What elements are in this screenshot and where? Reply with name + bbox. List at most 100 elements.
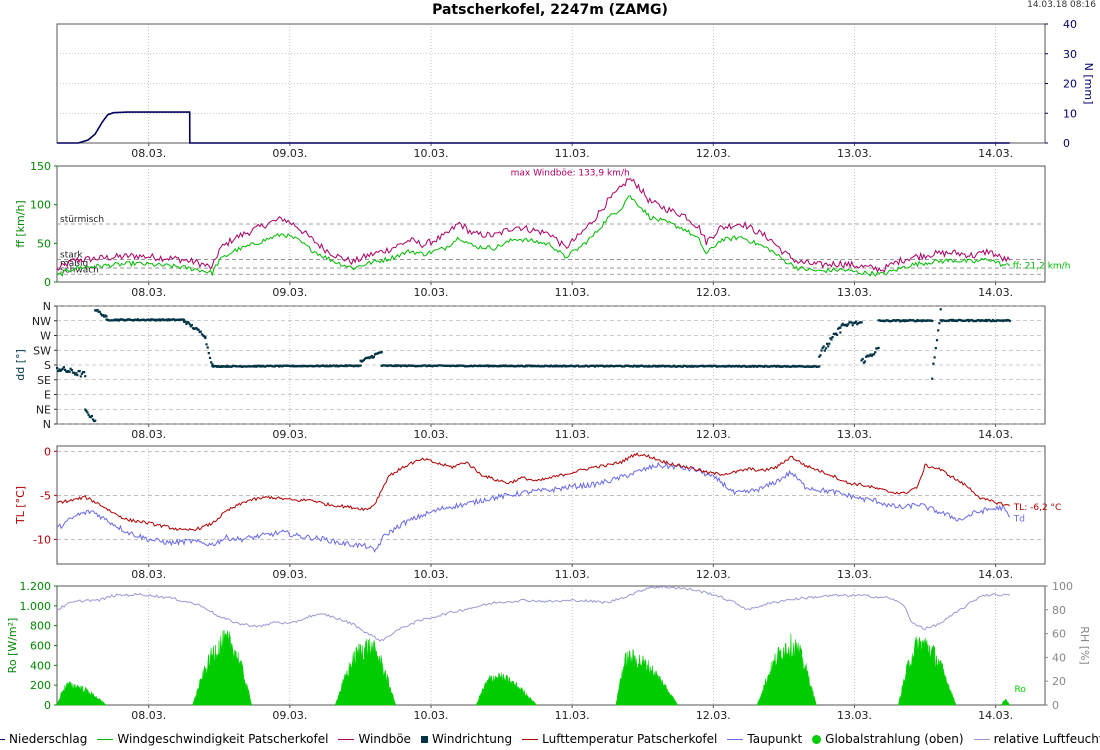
x-tick-label: 12.03. — [696, 286, 731, 299]
y-tick-label: S — [44, 359, 51, 372]
data-point — [787, 365, 790, 368]
y-tick-label: SE — [37, 374, 51, 387]
data-point — [756, 365, 759, 368]
data-point — [275, 364, 278, 367]
data-point — [90, 414, 93, 418]
data-point — [188, 323, 191, 326]
series-line-niederschlag — [57, 111, 1010, 144]
data-point — [931, 377, 934, 380]
data-point — [115, 319, 118, 322]
x-tick-label: 09.03. — [272, 147, 307, 160]
data-point — [567, 364, 570, 368]
data-point — [989, 320, 992, 323]
legend-item: Windböe — [338, 732, 411, 746]
data-point — [661, 364, 664, 367]
data-point — [242, 365, 246, 368]
data-point — [354, 364, 358, 368]
data-point — [166, 319, 169, 322]
data-point — [939, 319, 942, 322]
y-axis-label: N [mm] — [1082, 63, 1095, 105]
data-point — [830, 338, 833, 341]
y-tick-label: 10 — [1063, 107, 1077, 120]
y-tick-label: 1.000 — [20, 600, 52, 613]
data-point — [893, 319, 896, 322]
data-point — [882, 319, 885, 322]
data-point — [827, 345, 830, 348]
data-point — [61, 367, 64, 370]
data-point — [988, 318, 991, 321]
data-point — [385, 364, 388, 367]
y-tick-label: W — [40, 330, 51, 343]
data-point — [767, 365, 770, 368]
data-point — [782, 365, 785, 368]
data-point — [556, 365, 559, 368]
data-point — [689, 365, 692, 368]
data-point — [139, 319, 142, 322]
data-point — [536, 365, 539, 368]
data-point — [210, 361, 213, 364]
data-point — [290, 365, 293, 368]
data-point — [629, 365, 632, 368]
data-point — [189, 325, 192, 328]
data-point — [673, 365, 676, 368]
data-point — [724, 365, 727, 368]
data-point — [924, 319, 927, 322]
data-point — [333, 364, 336, 367]
radiation-day — [192, 630, 253, 706]
data-point — [902, 319, 905, 322]
data-point — [208, 356, 212, 359]
x-tick-label: 10.03. — [414, 428, 449, 441]
data-point — [574, 365, 577, 368]
data-point — [978, 319, 981, 322]
data-point — [84, 408, 87, 411]
data-point — [894, 319, 897, 323]
legend-item: relative Luftfeuchte — [973, 732, 1100, 746]
data-point — [125, 318, 128, 322]
data-point — [588, 365, 591, 368]
data-point — [618, 364, 621, 367]
data-point — [600, 364, 603, 367]
data-point — [503, 365, 506, 368]
radiation-day — [756, 633, 817, 706]
data-point — [214, 365, 217, 368]
data-point — [1008, 319, 1011, 323]
data-point — [96, 308, 99, 312]
data-point — [142, 318, 145, 321]
data-point — [267, 365, 270, 368]
data-point — [340, 364, 343, 367]
data-point — [865, 355, 868, 358]
data-point — [743, 365, 746, 368]
data-point — [860, 359, 863, 362]
data-point — [877, 346, 880, 349]
data-point — [405, 365, 408, 368]
x-tick-label: 12.03. — [696, 428, 731, 441]
y-tick-label-right: 0 — [1052, 699, 1059, 712]
data-point — [784, 365, 787, 368]
data-point — [579, 365, 582, 368]
data-point — [219, 365, 222, 368]
x-tick-label: 11.03. — [555, 709, 590, 722]
data-point — [86, 411, 89, 414]
data-point — [1007, 319, 1010, 322]
y-tick-label: 1.200 — [20, 580, 52, 593]
data-point — [458, 364, 461, 367]
data-point — [899, 320, 902, 323]
x-tick-label: 11.03. — [555, 286, 590, 299]
data-point — [441, 364, 444, 367]
data-point — [773, 364, 776, 368]
data-point — [685, 365, 688, 368]
data-point — [678, 364, 681, 368]
data-point — [78, 370, 81, 373]
data-point — [112, 319, 115, 322]
data-point — [199, 330, 202, 333]
data-point — [733, 365, 736, 368]
data-point — [860, 321, 863, 324]
data-point — [715, 365, 718, 368]
data-point — [478, 364, 481, 367]
data-point — [703, 365, 706, 368]
data-point — [413, 364, 416, 368]
legend-square-marker — [420, 735, 428, 743]
meteogram: 08.03. 09.03. 10.03. 11.03. 12.03. 13.03. 14.0… — [6, 18, 1095, 722]
annotation-radiation: Ro — [1015, 685, 1027, 695]
data-point — [834, 332, 838, 335]
